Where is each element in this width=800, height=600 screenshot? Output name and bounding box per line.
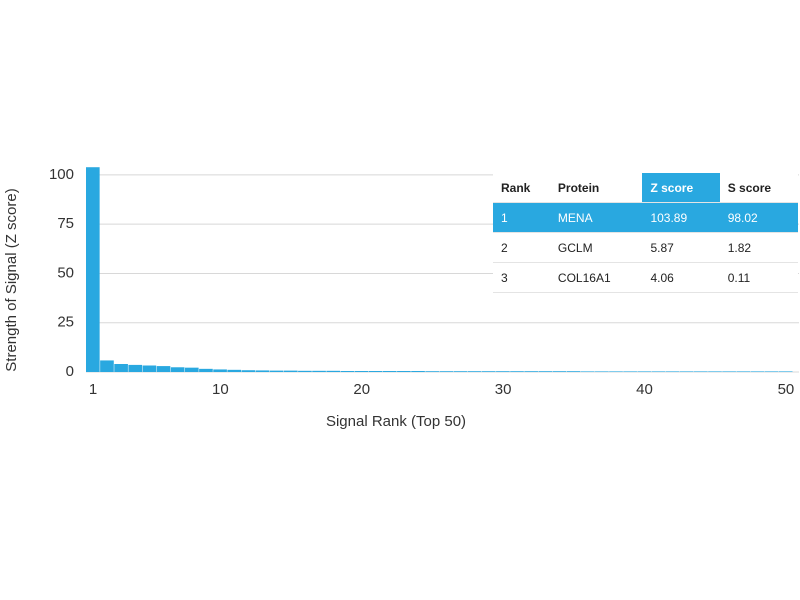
bar: [453, 371, 468, 372]
bar: [481, 371, 496, 372]
cell: 5.87: [642, 232, 720, 263]
bar: [312, 370, 326, 372]
bar: [595, 371, 609, 372]
cell: 4.06: [642, 262, 720, 293]
table-row: 2 GCLM 5.87 1.82: [493, 232, 798, 263]
x-tick-label: 30: [495, 381, 512, 398]
bar: [637, 371, 652, 372]
bar: [439, 371, 454, 372]
column-header: S score: [719, 173, 798, 203]
bar: [142, 365, 157, 372]
column-header: Z score: [642, 173, 720, 203]
bar: [213, 369, 227, 372]
x-tick-label: 40: [636, 381, 653, 398]
cell: COL16A1: [549, 262, 643, 293]
bar: [552, 371, 567, 372]
bar: [354, 371, 369, 372]
bar: [665, 371, 680, 372]
cell: 2: [493, 232, 550, 263]
bar: [679, 371, 694, 372]
bar: [580, 371, 595, 372]
bar: [425, 371, 439, 372]
bar: [750, 371, 765, 372]
bar: [283, 370, 298, 372]
bar: [651, 371, 666, 372]
y-tick-label: 0: [66, 363, 74, 380]
table-header: Rank Protein Z score S score: [493, 173, 798, 203]
bar: [227, 369, 242, 372]
bar: [156, 366, 171, 372]
cell: GCLM: [549, 232, 643, 263]
cell: MENA: [549, 202, 643, 233]
bar: [722, 371, 736, 372]
bar: [269, 370, 284, 372]
x-tick-label: 10: [212, 381, 229, 398]
bar: [623, 371, 637, 372]
bar: [170, 367, 185, 372]
cell: 103.89: [642, 202, 720, 233]
bar: [382, 371, 397, 372]
cell: 3: [493, 262, 550, 293]
cell: 1: [493, 202, 550, 233]
table-row: 1 MENA 103.89 98.02: [493, 202, 798, 233]
column-header: Protein: [549, 173, 643, 203]
x-tick-label: 20: [353, 381, 370, 398]
bar: [199, 368, 213, 372]
bar: [298, 370, 312, 372]
bar: [326, 370, 341, 372]
bar: [510, 371, 524, 372]
column-header: Rank: [493, 173, 550, 203]
bar: [764, 371, 779, 372]
bar: [708, 371, 722, 372]
bar: [566, 371, 581, 372]
table-row: 3 COL16A1 4.06 0.11: [493, 262, 798, 293]
y-tick-label: 50: [57, 264, 74, 281]
bar: [609, 371, 623, 372]
x-axis-label: Signal Rank (Top 50): [326, 413, 466, 430]
cell: 98.02: [719, 202, 798, 233]
bar: [736, 371, 751, 372]
bar: [694, 371, 708, 372]
bar: [778, 371, 793, 372]
y-tick-label: 100: [49, 166, 74, 183]
bar: [496, 371, 510, 372]
bar: [368, 371, 383, 372]
bar: [241, 370, 256, 372]
bar: [340, 371, 355, 372]
bar: [255, 370, 270, 372]
cell: 0.11: [719, 262, 798, 293]
bar: [411, 371, 425, 372]
bar: [467, 371, 482, 372]
score-table: Rank Protein Z score S score 1 MENA 103.…: [493, 173, 798, 293]
bar: [538, 371, 553, 372]
bar: [128, 364, 143, 372]
y-tick-label: 25: [57, 314, 74, 331]
bar: [100, 360, 114, 372]
bar: [184, 367, 199, 372]
cell: 1.82: [719, 232, 798, 263]
x-tick-label: 1: [89, 381, 97, 398]
y-axis-label: Strength of Signal (Z score): [3, 188, 20, 371]
y-tick-label: 75: [57, 215, 74, 232]
bar: [397, 371, 411, 372]
bar: [114, 363, 128, 372]
bar: [86, 167, 100, 372]
bar: [524, 371, 538, 372]
x-tick-label: 50: [778, 381, 795, 398]
